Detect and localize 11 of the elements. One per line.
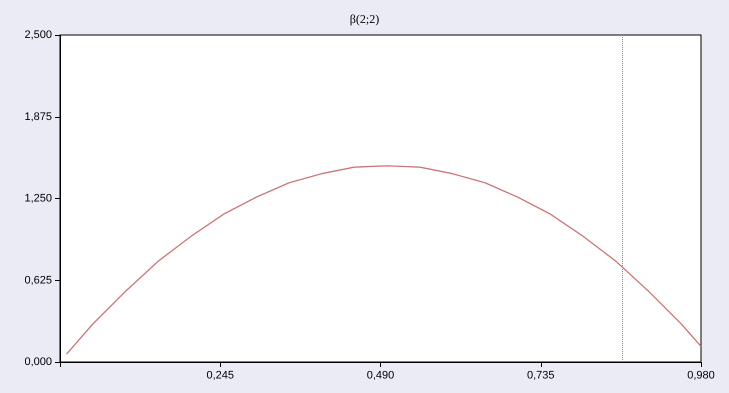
line-series (66, 165, 702, 355)
x-tick-label: 0,735 (526, 370, 555, 382)
x-tick-label: 0,490 (366, 370, 394, 382)
x-tick-label: 0,980 (687, 370, 715, 382)
x-tick-label: 0,245 (206, 370, 234, 382)
chart-title: β(2;2) (350, 12, 380, 26)
y-tick-label: 1,250 (24, 192, 52, 204)
y-tick-label: 2,500 (24, 29, 52, 41)
y-tick-label: 1,875 (24, 110, 52, 123)
y-tick-label: 0,625 (24, 274, 52, 286)
y-tick-label: 0,000 (24, 356, 52, 368)
